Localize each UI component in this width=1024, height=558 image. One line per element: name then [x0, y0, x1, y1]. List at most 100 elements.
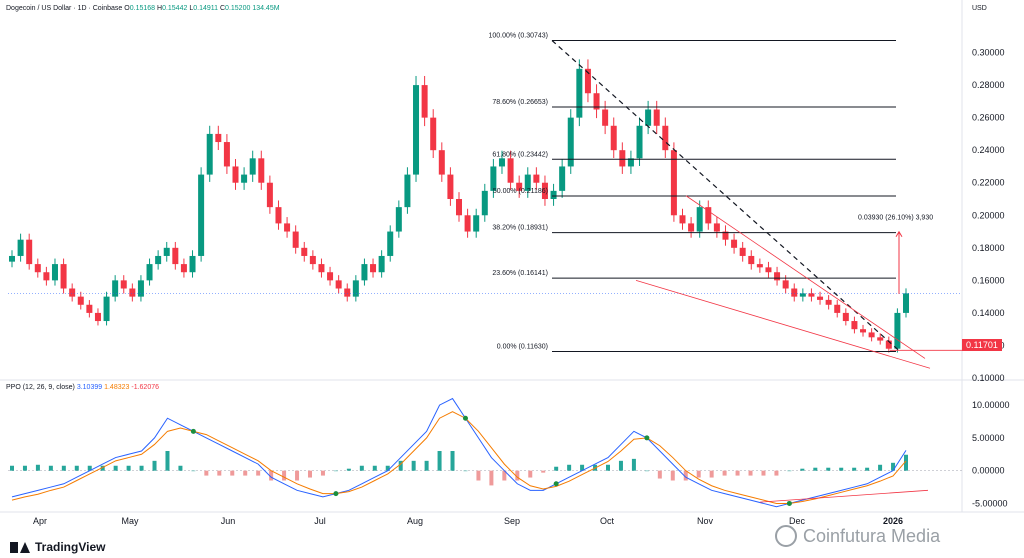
candle	[903, 293, 909, 313]
watermark: Coinfutura Media	[775, 525, 940, 547]
ppo-histogram-bar	[554, 466, 559, 471]
candle	[146, 264, 153, 281]
ppo-histogram-bar	[398, 460, 403, 471]
measure-arrow-head	[895, 230, 903, 237]
ppo-name: PPO (12, 26, 9, close)	[6, 384, 75, 391]
candle	[877, 337, 884, 341]
price-tick-label-8: 0.26000	[972, 113, 1005, 123]
ppo-histogram-bar	[463, 470, 468, 472]
ppo-histogram-bar	[411, 460, 416, 471]
candle	[885, 340, 892, 349]
ppo-histogram-bar	[826, 467, 831, 471]
ppo-histogram-bar	[709, 470, 714, 478]
candle	[808, 293, 815, 297]
price-tick-label-9: 0.28000	[972, 80, 1005, 90]
ppo-histogram-bar	[48, 465, 53, 471]
candle	[696, 207, 703, 232]
candle	[249, 158, 256, 175]
ppo-value-3: -1.62076	[131, 384, 159, 391]
price-tick-label-3: 0.16000	[972, 275, 1005, 285]
candle	[387, 231, 394, 256]
ppo-histogram-bar	[852, 467, 857, 471]
ppo-histogram-bar	[308, 470, 312, 478]
candle	[129, 288, 136, 297]
candle	[464, 215, 471, 232]
candle	[825, 299, 832, 305]
candle	[26, 239, 33, 265]
candle	[619, 150, 626, 167]
candle	[60, 264, 67, 289]
candle	[344, 288, 351, 297]
ppo-histogram-bar	[191, 470, 196, 472]
symbol-title: Dogecoin / US Dollar · 1D · Coinbase	[6, 5, 123, 12]
low-value: 0.14911	[193, 5, 219, 12]
candle	[370, 264, 377, 273]
candle	[438, 150, 445, 175]
candle	[533, 174, 540, 183]
candle	[112, 280, 119, 297]
candle	[550, 190, 557, 199]
measure-label: 0.03930 (26.10%) 3,930	[858, 215, 933, 222]
ppo-histogram-bar	[450, 451, 455, 471]
ppo-histogram-bar	[813, 467, 818, 471]
candle	[413, 85, 420, 175]
volume-value: 134.45M	[252, 5, 280, 12]
ppo-histogram-bar	[126, 465, 131, 471]
ppo-histogram-bar	[178, 465, 183, 471]
tradingview-logo-icon	[10, 541, 30, 553]
ppo-histogram-bar	[22, 465, 27, 471]
candle	[507, 158, 514, 183]
open-label: O	[124, 5, 130, 12]
candle	[490, 166, 497, 191]
candle	[258, 158, 265, 183]
chart-header: Dogecoin / US Dollar · 1D · Coinbase O 0.…	[6, 5, 280, 12]
ppo-line	[11, 397, 907, 508]
candle	[120, 280, 127, 289]
fib-label-1: 78.60% (0.26653)	[492, 99, 548, 106]
candle	[739, 247, 746, 256]
candle	[705, 207, 712, 224]
candle	[688, 223, 695, 232]
low-label: L	[189, 5, 194, 12]
tradingview-label: TradingView	[35, 540, 106, 554]
close-value: 0.15200	[225, 5, 251, 12]
candle	[894, 312, 901, 349]
ppo-histogram-bar	[670, 470, 675, 481]
candle	[361, 264, 368, 281]
candle	[301, 247, 308, 256]
ppo-histogram-bar	[113, 465, 118, 471]
ppo-histogram-bar	[87, 465, 92, 471]
candle	[51, 264, 58, 281]
ppo-tick-label-0: -5.00000	[972, 498, 1008, 508]
time-tick-label-8: Dec	[789, 516, 806, 526]
candle	[430, 117, 437, 151]
candle	[851, 321, 858, 330]
candle	[43, 272, 50, 281]
watermark-logo-icon	[775, 525, 797, 547]
ppo-histogram-bar	[606, 464, 610, 471]
crossover-dot	[462, 415, 468, 421]
candle	[748, 255, 755, 265]
candle	[559, 166, 566, 191]
ppo-histogram-bar	[618, 460, 623, 471]
candle	[77, 296, 84, 305]
ppo-histogram-bar	[204, 470, 209, 476]
price-tick-label-2: 0.14000	[972, 308, 1005, 318]
candle	[275, 207, 282, 224]
ppo-histogram-bar	[489, 470, 494, 486]
candle	[593, 93, 600, 110]
ppo-histogram-bar	[61, 465, 66, 471]
ppo-histogram-bar	[282, 470, 287, 481]
candle	[576, 68, 583, 118]
candle	[791, 288, 798, 297]
ppo-histogram-bar	[631, 458, 636, 471]
ppo-histogram-bar	[437, 451, 442, 471]
ppo-histogram-bar	[372, 465, 377, 471]
close-label: C	[219, 5, 226, 12]
candle	[774, 272, 781, 281]
fib-label-5: 23.60% (0.16141)	[492, 270, 548, 277]
candle	[713, 223, 720, 232]
candle	[447, 174, 454, 199]
candle	[421, 85, 428, 118]
